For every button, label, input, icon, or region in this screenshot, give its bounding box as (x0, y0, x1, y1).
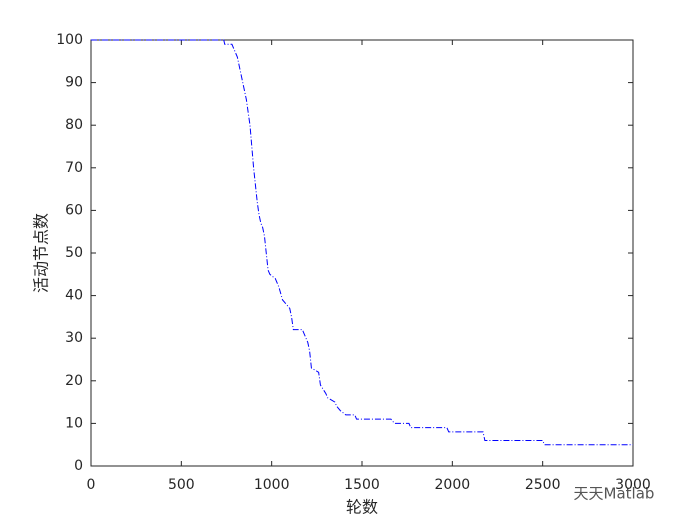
y-tick-label: 70 (65, 160, 83, 176)
x-tick-label: 500 (168, 477, 195, 493)
x-tick-label: 1000 (254, 477, 290, 493)
x-tick-label: 1500 (344, 477, 380, 493)
watermark: 天天Matlab (574, 485, 655, 503)
x-tick-label: 3000 (615, 477, 651, 493)
y-axis-label: 活动节点数 (32, 213, 51, 293)
y-tick-label: 10 (65, 415, 83, 431)
y-tick-label: 50 (65, 245, 83, 261)
x-tick-label: 2500 (525, 477, 561, 493)
y-tick-label: 100 (56, 32, 83, 48)
x-tick-label: 2000 (435, 477, 471, 493)
x-tick-label: 0 (87, 477, 96, 493)
y-tick-label: 80 (65, 117, 83, 133)
y-tick-label: 20 (65, 373, 83, 389)
data-line (91, 39, 633, 446)
y-tick-label: 40 (65, 288, 83, 304)
y-tick-label: 90 (65, 75, 83, 91)
y-tick-label: 60 (65, 202, 83, 218)
y-tick-label: 30 (65, 330, 83, 346)
y-tick-label: 0 (74, 458, 83, 474)
x-axis-label: 轮数 (346, 498, 378, 517)
